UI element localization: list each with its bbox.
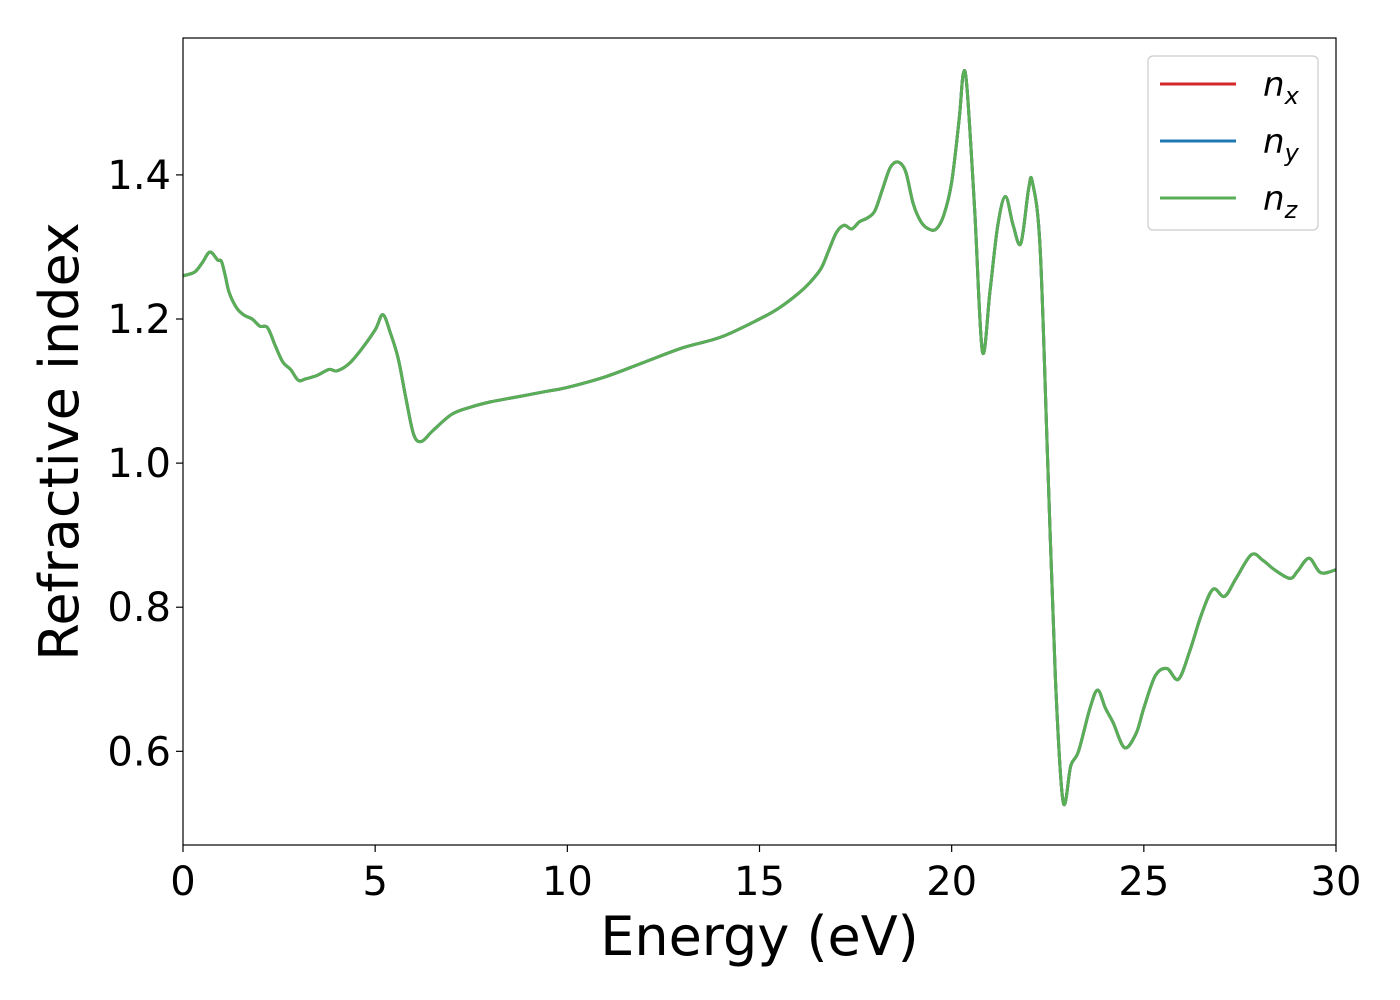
series-line-n-z (183, 68, 1336, 807)
legend-box (1147, 55, 1319, 231)
legend-label-n-z: nz (1263, 179, 1299, 224)
x-tick-label: 30 (1311, 859, 1362, 905)
legend-label-n-y: ny (1263, 122, 1300, 167)
x-tick-label: 15 (734, 859, 785, 905)
legend: nx ny nz (1147, 55, 1319, 231)
series-layer (183, 68, 1336, 807)
y-tick-label: 0.6 (107, 729, 171, 775)
x-tick-label: 25 (1118, 859, 1169, 905)
y-axis-ticks: 0.6 0.8 1.0 1.2 1.4 (107, 153, 183, 775)
x-axis-ticks: 0 5 10 15 20 25 30 (170, 845, 1361, 905)
y-tick-label: 1.4 (107, 153, 171, 199)
legend-label-n-x: nx (1263, 65, 1300, 110)
y-axis-label: Refractive index (28, 222, 91, 661)
x-tick-label: 5 (362, 859, 387, 905)
y-tick-label: 0.8 (107, 585, 171, 631)
x-axis-label: Energy (eV) (600, 905, 919, 968)
y-tick-label: 1.0 (107, 441, 171, 487)
x-tick-label: 20 (926, 859, 977, 905)
x-tick-label: 10 (542, 859, 593, 905)
y-tick-label: 1.2 (107, 297, 171, 343)
x-tick-label: 0 (170, 859, 195, 905)
